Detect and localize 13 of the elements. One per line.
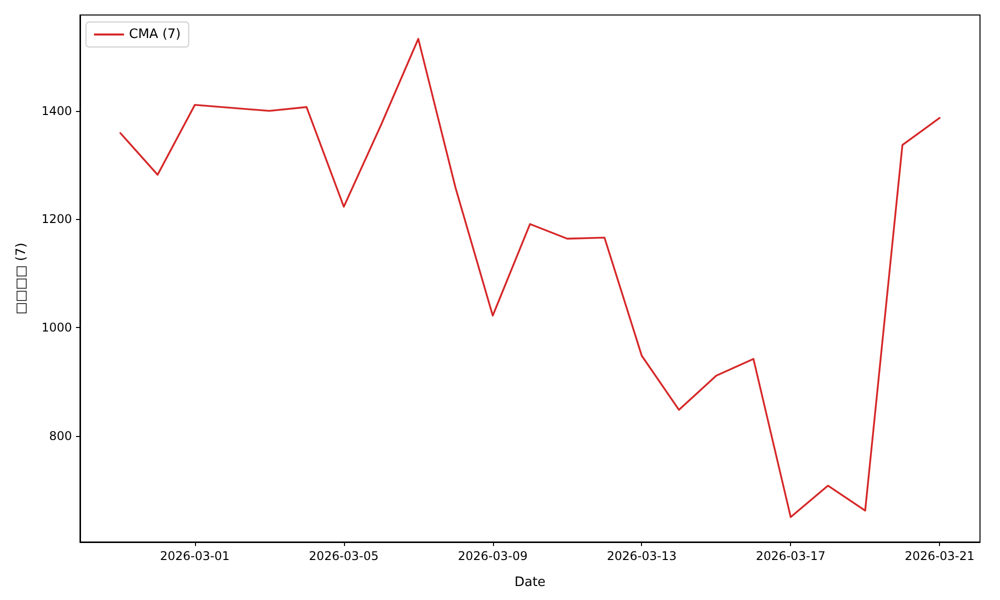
x-axis-title: Date	[514, 575, 546, 590]
y-tick-label: 1200	[41, 212, 72, 226]
y-tick-label: 1000	[41, 320, 72, 335]
x-tick-label: 2026-03-01	[160, 549, 230, 563]
y-tick-label: 800	[49, 428, 72, 443]
x-tick-label: 2026-03-17	[756, 549, 826, 563]
x-tick-label: 2026-03-13	[606, 549, 677, 563]
x-tick-label: 2026-03-05	[308, 549, 379, 563]
y-tick-label: 1400	[41, 104, 72, 118]
x-tick-label: 2026-03-09	[458, 549, 528, 563]
x-tick-label: 2026-03-21	[904, 549, 975, 563]
y-axis-title: □□□□ (7)	[14, 242, 29, 314]
legend-label: CMA (7)	[129, 27, 181, 42]
